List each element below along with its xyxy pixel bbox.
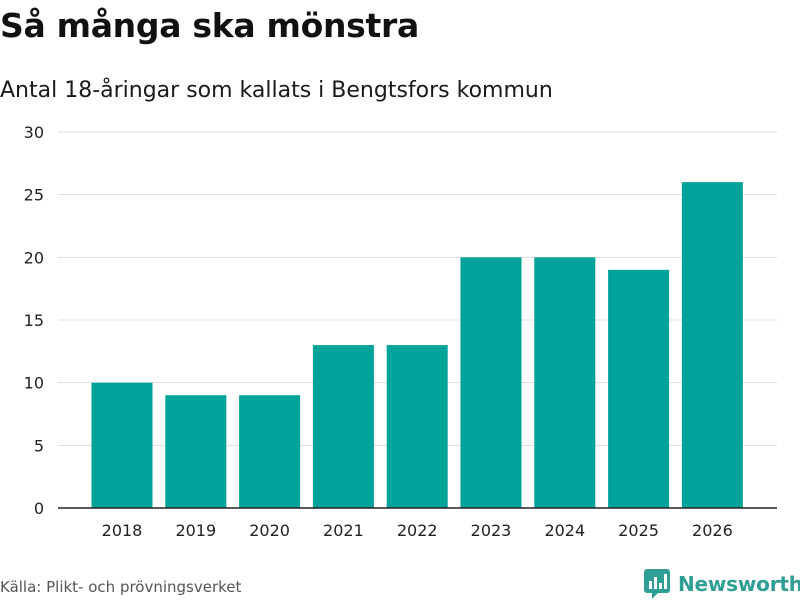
y-tick-label: 30 bbox=[24, 123, 44, 142]
x-tick-label: 2018 bbox=[102, 521, 143, 540]
y-tick-label: 10 bbox=[24, 374, 44, 393]
source-note: Källa: Plikt- och prövningsverket bbox=[0, 578, 242, 596]
y-tick-label: 25 bbox=[24, 186, 44, 205]
bars bbox=[91, 182, 743, 508]
bar-2025[interactable] bbox=[608, 269, 670, 508]
x-tick-label: 2021 bbox=[323, 521, 364, 540]
y-tick-label: 5 bbox=[34, 436, 44, 455]
x-tick-label: 2022 bbox=[397, 521, 438, 540]
x-tick-label: 2026 bbox=[692, 521, 733, 540]
bar-2024[interactable] bbox=[534, 257, 596, 508]
x-tick-label: 2023 bbox=[471, 521, 512, 540]
x-tick-label: 2020 bbox=[249, 521, 290, 540]
bar-2026[interactable] bbox=[681, 182, 743, 508]
brand-logo[interactable]: Newsworthy bbox=[644, 568, 800, 600]
x-tick-label: 2025 bbox=[618, 521, 659, 540]
y-tick-label: 0 bbox=[34, 499, 44, 518]
newsworthy-logo-icon bbox=[644, 569, 670, 599]
bar-2019[interactable] bbox=[165, 395, 227, 508]
bar-2020[interactable] bbox=[239, 395, 301, 508]
y-tick-label: 20 bbox=[24, 248, 44, 267]
bar-2023[interactable] bbox=[460, 257, 522, 508]
bar-2018[interactable] bbox=[91, 382, 153, 508]
bar-2022[interactable] bbox=[386, 345, 448, 508]
bar-2021[interactable] bbox=[312, 345, 374, 508]
x-tick-label: 2019 bbox=[175, 521, 216, 540]
brand-name: Newsworthy bbox=[678, 572, 800, 596]
chart-subtitle: Antal 18-åringar som kallats i Bengtsfor… bbox=[0, 78, 553, 103]
x-tick-label: 2024 bbox=[544, 521, 585, 540]
y-tick-label: 15 bbox=[24, 311, 44, 330]
chart-title: Så många ska mönstra bbox=[0, 6, 419, 45]
